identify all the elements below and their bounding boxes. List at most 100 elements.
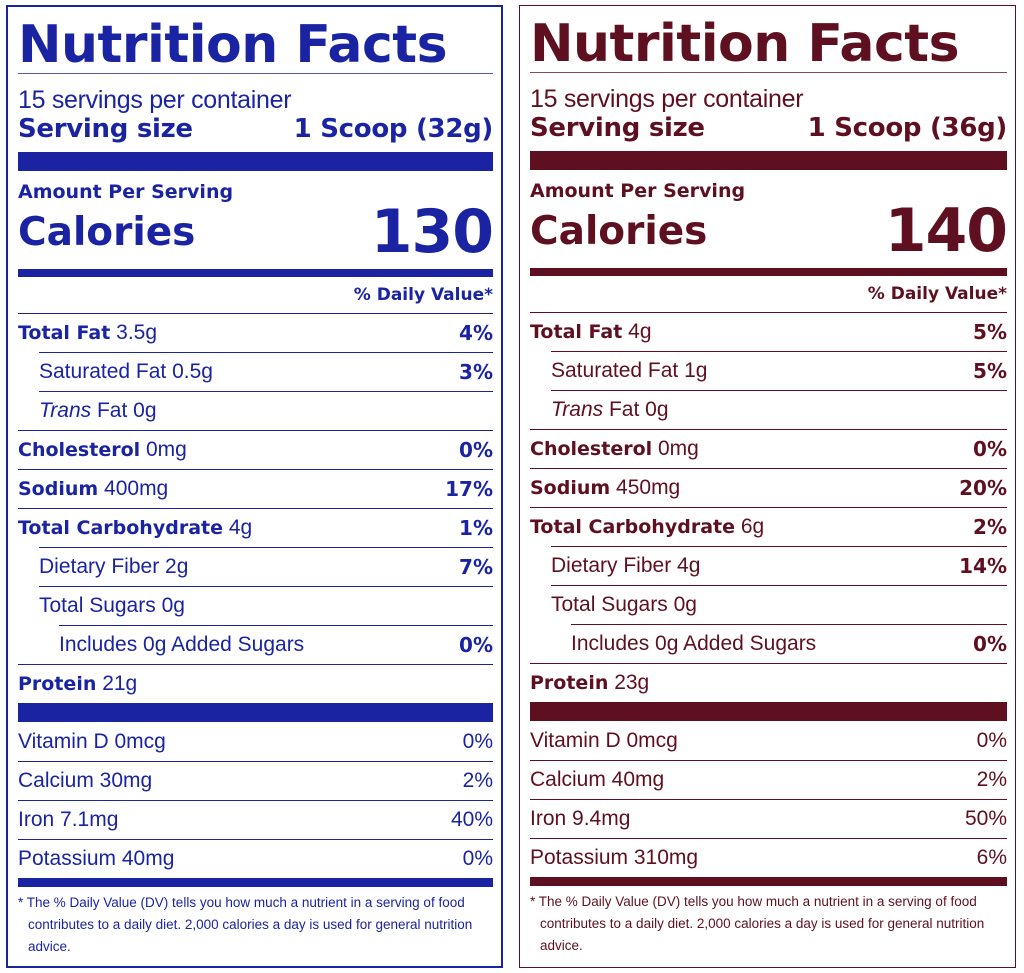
nutrient-name: Total Fat [530, 321, 623, 343]
nutrient-name: Dietary Fiber 4g [551, 554, 701, 577]
nutrient-name: Saturated Fat 1g [551, 359, 708, 382]
vitamin-name: Potassium 310mg [530, 846, 699, 869]
nutrient-row-saturated-fat: Saturated Fat 1g 5% [530, 350, 1007, 390]
nutrient-dv: 14% [959, 554, 1007, 578]
vitamin-dv: 0% [976, 728, 1007, 752]
nutrient-row-dietary-fiber: Dietary Fiber 4g 14% [530, 545, 1007, 585]
vitamin-name: Potassium 40mg [18, 847, 175, 870]
vitamin-name: Iron 9.4mg [530, 807, 631, 830]
trans-italic: Trans [39, 399, 92, 422]
nutrient-dv: 3% [459, 360, 493, 384]
nutrient-dv: 17% [445, 477, 493, 501]
nutrient-dv: 20% [959, 476, 1007, 500]
nutrient-dv: 0% [973, 437, 1007, 461]
nutrient-row-trans-fat: Trans Fat 0g [18, 390, 493, 430]
vitamin-dv: 0% [462, 847, 493, 870]
calories-label: Calories [18, 210, 196, 255]
nutrition-label-maroon: Nutrition Facts 15 servings per containe… [519, 5, 1016, 968]
vitamin-name: Vitamin D 0mcg [530, 728, 678, 752]
vitamin-row: Vitamin D 0mcg 0% [530, 721, 1007, 760]
nutrient-dv: 5% [973, 320, 1007, 344]
nutrient-amount: 21g [102, 672, 138, 695]
medium-divider [18, 878, 493, 887]
vitamin-dv: 6% [976, 846, 1007, 869]
vitamin-row: Potassium 40mg 0% [18, 839, 493, 878]
serving-size-label: Serving size [530, 113, 705, 143]
servings-per-container: 15 servings per container [530, 85, 804, 113]
nutrient-name: Cholesterol [530, 438, 653, 460]
nutrient-row-trans-fat: Trans Fat 0g [530, 389, 1007, 429]
nutrient-row-cholesterol: Cholesterol 0mg 0% [530, 429, 1007, 468]
nutrient-row-sodium: Sodium 450mg 20% [530, 468, 1007, 507]
nutrient-name: Sodium [530, 477, 611, 499]
nutrient-row-saturated-fat: Saturated Fat 0.5g 3% [18, 351, 493, 391]
nutrient-name: Protein [18, 673, 97, 695]
nutrient-amount: 6g [740, 515, 765, 538]
nutrient-row-cholesterol: Cholesterol 0mg 0% [18, 430, 493, 469]
trans-fat-amount: Fat 0g [608, 398, 669, 421]
nutrient-dv: 0% [459, 438, 493, 462]
vitamin-row: Vitamin D 0mcg 0% [18, 722, 493, 761]
nutrient-amount: 4g [628, 320, 652, 343]
nutrient-dv: 5% [973, 359, 1007, 383]
nutrient-dv: 0% [459, 633, 493, 657]
trans-fat-amount: Fat 0g [96, 399, 157, 422]
calories-value: 140 [884, 196, 1008, 266]
calories-row: Calories 130 [18, 201, 494, 263]
nutrient-name: Cholesterol [18, 439, 141, 461]
nutrient-row-total-fat: Total Fat 3.5g 4% [18, 313, 493, 352]
nutrient-amount: 4g [228, 516, 253, 539]
medium-divider [530, 877, 1007, 886]
vitamin-dv: 50% [964, 807, 1007, 830]
nutrient-row-total-fat: Total Fat 4g 5% [530, 312, 1007, 351]
nutrient-row-total-carbohydrate: Total Carbohydrate 6g 2% [530, 507, 1007, 546]
nutrient-amount: 0mg [657, 437, 699, 460]
label-title: Nutrition Facts [18, 15, 448, 75]
divider [530, 72, 1007, 73]
thick-divider [18, 152, 493, 171]
serving-size-value: 1 Scoop (36g) [807, 113, 1008, 143]
vitamin-name: Vitamin D 0mcg [18, 729, 166, 753]
nutrient-name: Dietary Fiber 2g [39, 555, 189, 578]
nutrient-dv: 1% [459, 516, 493, 540]
calories-row: Calories 140 [530, 200, 1008, 262]
thick-divider [530, 702, 1007, 721]
amount-per-serving: Amount Per Serving [18, 181, 234, 203]
serving-size-value: 1 Scoop (32g) [293, 114, 494, 144]
nutrient-name: Total Carbohydrate [530, 516, 735, 538]
daily-value-header: % Daily Value* [867, 284, 1007, 304]
vitamin-dv: 2% [976, 768, 1007, 791]
nutrient-name: Total Sugars 0g [551, 593, 697, 616]
nutrient-amount: 23g [614, 671, 650, 694]
nutrient-amount: 0mg [145, 438, 187, 461]
daily-value-header: % Daily Value* [353, 285, 493, 305]
nutrient-dv: 0% [973, 632, 1007, 656]
label-title: Nutrition Facts [530, 14, 960, 74]
medium-divider [18, 269, 493, 277]
vitamin-dv: 0% [462, 729, 493, 753]
medium-divider [530, 268, 1007, 276]
thick-divider [530, 151, 1007, 170]
nutrient-name: Protein [530, 672, 609, 694]
footnote: * The % Daily Value (DV) tells you how m… [18, 895, 473, 954]
amount-per-serving: Amount Per Serving [530, 180, 746, 202]
nutrient-row-added-sugars: Includes 0g Added Sugars 0% [18, 624, 493, 664]
nutrient-name: Sodium [18, 478, 99, 500]
calories-value: 130 [370, 197, 494, 267]
serving-size-label: Serving size [18, 114, 193, 144]
nutrient-dv: 7% [459, 555, 493, 579]
nutrient-amount: 450mg [616, 476, 681, 499]
calories-label: Calories [530, 209, 708, 254]
serving-size-row: Serving size 1 Scoop (32g) [18, 114, 493, 144]
nutrient-dv: 4% [459, 321, 493, 345]
thick-divider [18, 703, 493, 722]
nutrient-name: Total Fat [18, 322, 111, 344]
vitamin-row: Iron 7.1mg 40% [18, 800, 493, 839]
nutrient-name: Includes 0g Added Sugars [59, 633, 305, 656]
nutrient-name: Total Carbohydrate [18, 517, 223, 539]
vitamin-name: Calcium 30mg [18, 769, 153, 792]
nutrient-amount: 400mg [104, 477, 169, 500]
nutrition-label-blue: Nutrition Facts 15 servings per containe… [6, 5, 503, 968]
footnote: * The % Daily Value (DV) tells you how m… [530, 894, 985, 953]
nutrient-row-dietary-fiber: Dietary Fiber 2g 7% [18, 546, 493, 586]
